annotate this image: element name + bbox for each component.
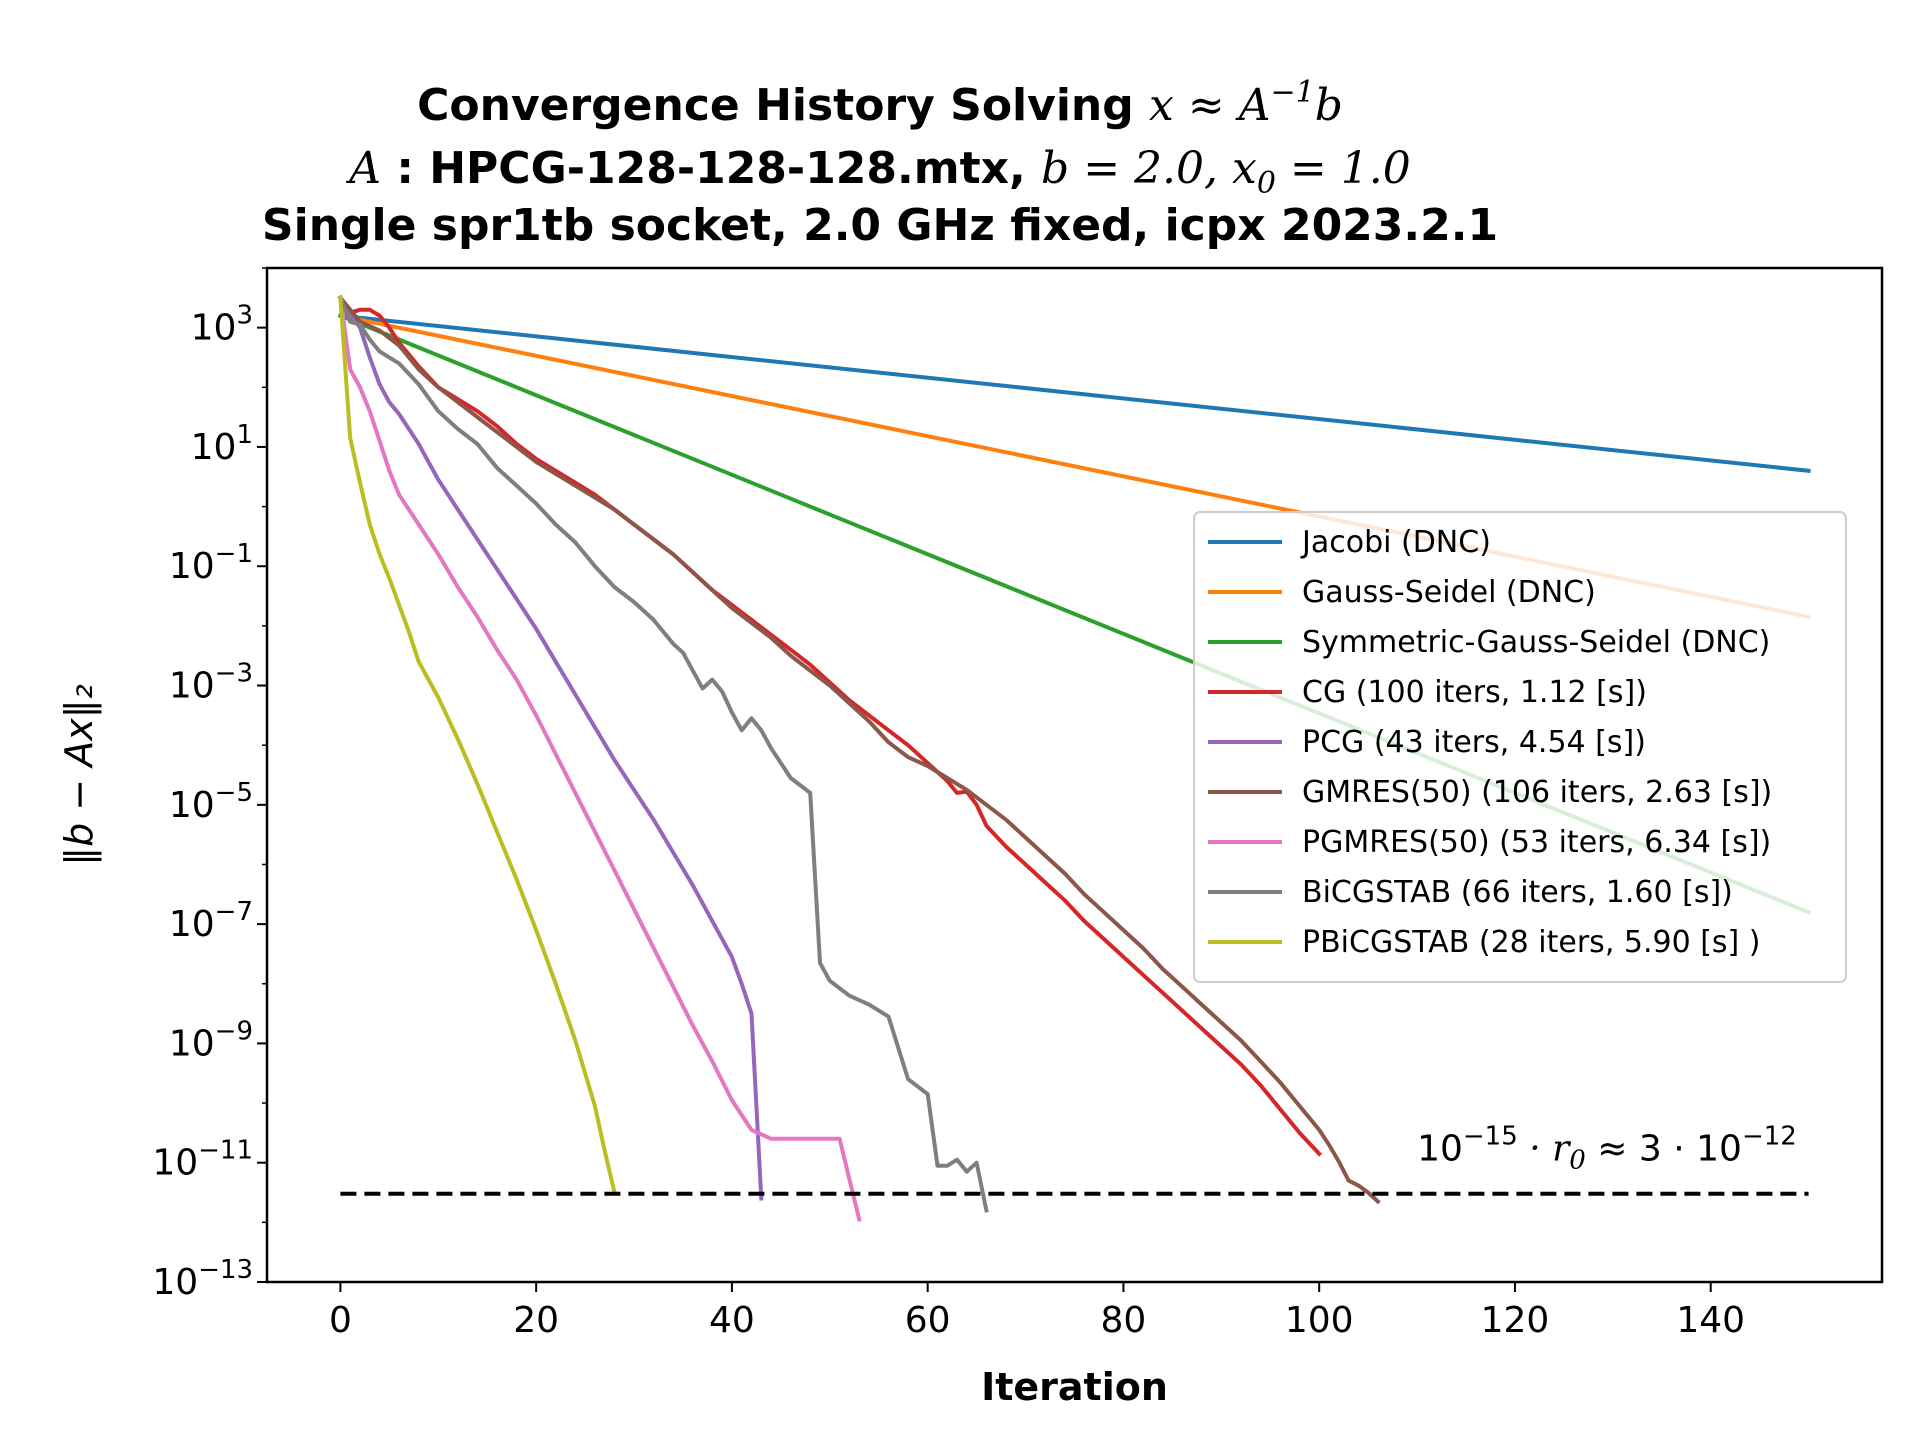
legend-label-9: PBiCGSTAB (28 iters, 5.90 [s] )	[1302, 925, 1761, 960]
y-tick-label: 10−5	[169, 778, 253, 826]
x-tick-label: 120	[1481, 1300, 1550, 1341]
x-tick-label: 140	[1676, 1300, 1745, 1341]
series-line-4	[337, 295, 1323, 1157]
y-tick-label: 10−11	[152, 1136, 253, 1184]
legend: Jacobi (DNC) Gauss-Seidel (DNC) Symmetric-…	[1193, 511, 1847, 983]
x-tick-label: 100	[1285, 1300, 1354, 1341]
x-axis-ticks: 0 20 40 60 80 100 120 140	[329, 1282, 1745, 1341]
series-line-6	[337, 294, 1381, 1205]
legend-label-4: CG (100 iters, 1.12 [s])	[1302, 675, 1647, 710]
y-tick-label: 10−9	[169, 1016, 253, 1064]
y-tick-label: 10−13	[152, 1255, 253, 1303]
x-tick-label: 80	[1101, 1300, 1147, 1341]
legend-label-2: Gauss-Seidel (DNC)	[1302, 575, 1596, 610]
series-line-8	[337, 295, 989, 1213]
y-tick-label: 10−3	[169, 659, 253, 707]
y-axis-ticks: 10−13 10−11 10−9 10−7 10−5 10−3 10−1 101 103	[152, 267, 267, 1303]
legend-box	[1193, 511, 1847, 983]
legend-label-1: Jacobi (DNC)	[1300, 525, 1491, 560]
plot-area	[337, 294, 1812, 1222]
series-line-7	[338, 295, 862, 1222]
y-tick-label: 10−1	[169, 539, 253, 587]
plot-frame	[265, 266, 1884, 1284]
x-axis-label: Iteration	[981, 1365, 1168, 1409]
series-line-1	[338, 313, 1811, 473]
series-line-9	[338, 295, 617, 1195]
legend-label-6: GMRES(50) (106 iters, 2.63 [s])	[1302, 775, 1772, 810]
legend-label-5: PCG (43 iters, 4.54 [s])	[1302, 725, 1646, 760]
x-tick-label: 40	[709, 1300, 755, 1341]
x-tick-label: 20	[513, 1300, 559, 1341]
chart-title-line-1: Convergence History Solving x ≈ A−1b	[417, 75, 1343, 131]
threshold-annotation: 10−15 · r0 ≈ 3 · 10−12	[1417, 1122, 1797, 1176]
series-line-5	[337, 295, 764, 1201]
y-axis-label: ‖b − Ax‖₂	[57, 684, 102, 866]
y-tick-label: 10−7	[169, 897, 253, 945]
y-tick-label: 103	[191, 301, 253, 349]
legend-label-7: PGMRES(50) (53 iters, 6.34 [s])	[1302, 825, 1771, 860]
legend-label-3: Symmetric-Gauss-Seidel (DNC)	[1302, 625, 1770, 660]
legend-label-8: BiCGSTAB (66 iters, 1.60 [s])	[1302, 875, 1733, 910]
chart-title-line-3: Single spr1tb socket, 2.0 GHz fixed, icp…	[262, 200, 1498, 251]
x-tick-label: 60	[905, 1300, 951, 1341]
y-tick-label: 101	[191, 420, 253, 468]
chart-title-line-2: A : HPCG-128-128-128.mtx, b = 2.0, x0 = …	[345, 143, 1411, 201]
x-tick-label: 0	[329, 1300, 352, 1341]
